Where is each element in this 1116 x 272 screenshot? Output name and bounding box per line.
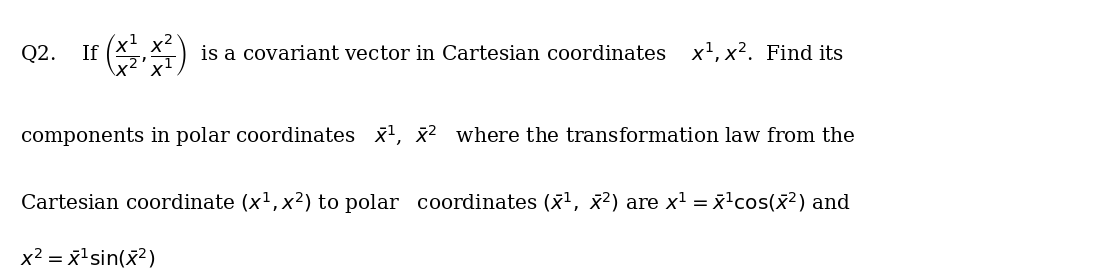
Text: components in polar coordinates   $\bar{x}^1$,  $\bar{x}^2$   where the transfor: components in polar coordinates $\bar{x}… (20, 123, 855, 149)
Text: $x^2 = \bar{x}^1\sin(\bar{x}^2)$: $x^2 = \bar{x}^1\sin(\bar{x}^2)$ (20, 246, 156, 270)
Text: Cartesian coordinate $(x^1, x^2)$ to polar   coordinates $(\bar{x}^1,\ \bar{x}^2: Cartesian coordinate $(x^1, x^2)$ to pol… (20, 190, 850, 216)
Text: Q2.    If $\left(\dfrac{x^1}{x^2},\dfrac{x^2}{x^1}\right)$  is a covariant vecto: Q2. If $\left(\dfrac{x^1}{x^2},\dfrac{x^… (20, 31, 845, 78)
